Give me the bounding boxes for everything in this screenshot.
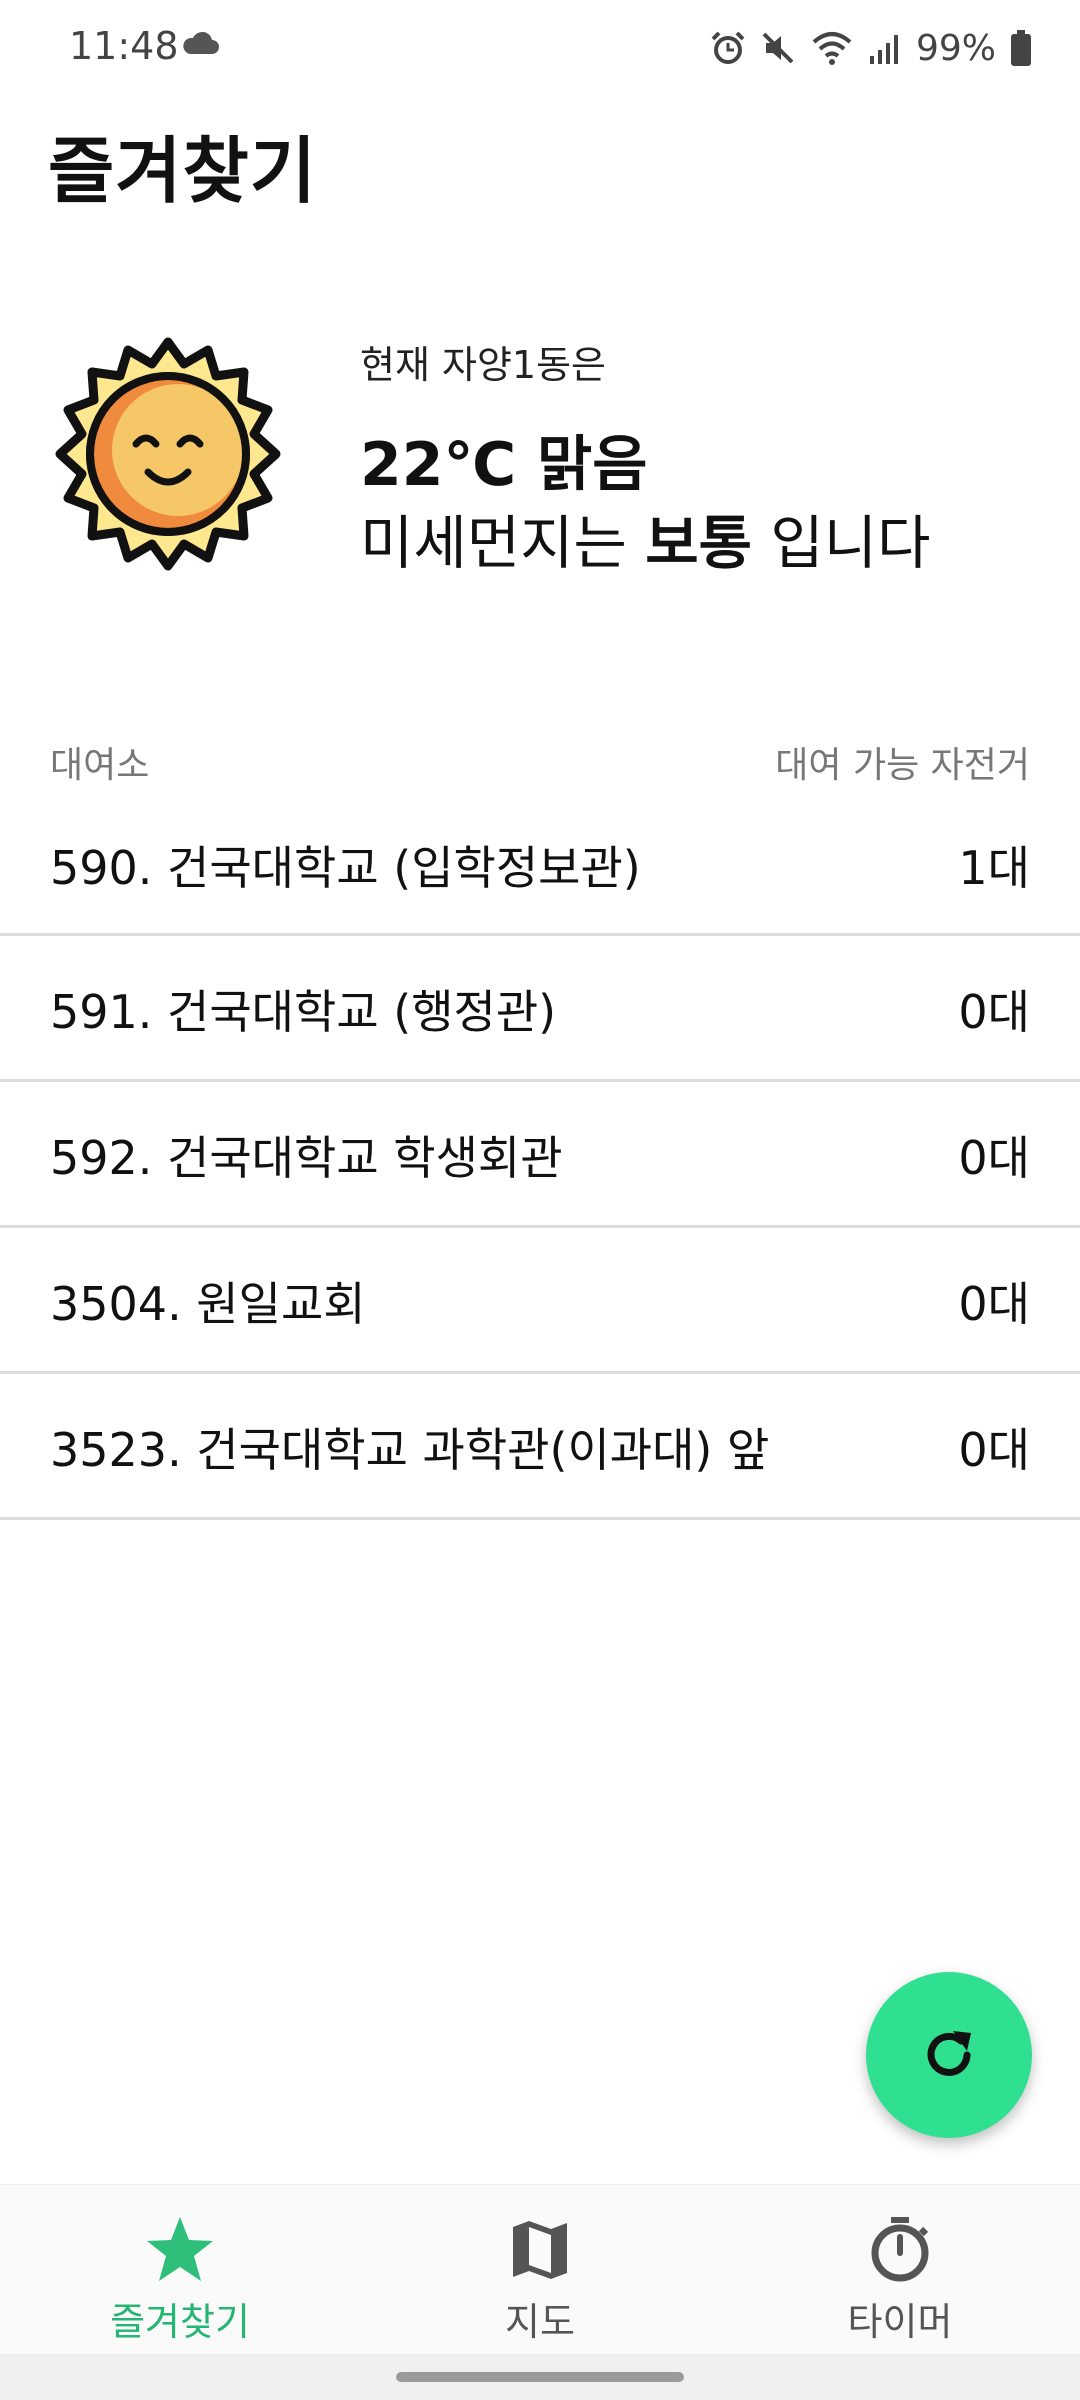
nav-item-favorites[interactable]: 즐겨찾기 — [0, 2185, 360, 2355]
status-time: 11:48 — [69, 24, 179, 68]
station-row[interactable]: 3523. 건국대학교 과학관(이과대) 앞 0대 — [0, 1374, 1080, 1520]
refresh-button[interactable] — [866, 1972, 1032, 2138]
alarm-icon — [711, 31, 745, 64]
bike-count: 0대 — [958, 985, 1030, 1039]
star-icon — [147, 2217, 213, 2281]
station-name: 591. 건국대학교 (행정관) — [50, 985, 557, 1039]
map-icon — [513, 2221, 567, 2279]
header-available-bikes: 대여 가능 자전거 — [775, 745, 1030, 786]
signal-icon — [869, 35, 898, 64]
status-icons: 99% — [710, 24, 1032, 72]
gesture-handle[interactable] — [396, 2372, 684, 2382]
header-station: 대여소 — [50, 745, 150, 786]
station-list: 590. 건국대학교 (입학정보관) 1대 591. 건국대학교 (행정관) 0… — [0, 792, 1080, 1520]
dust-level: 보통 — [645, 509, 752, 577]
bike-count: 0대 — [958, 1423, 1030, 1477]
battery-icon — [1011, 30, 1031, 66]
nav-label: 타이머 — [847, 2300, 953, 2344]
system-navigation-area — [0, 2354, 1080, 2400]
battery-percent: 99% — [915, 27, 996, 69]
cloud-icon — [183, 31, 219, 54]
wifi-icon — [812, 32, 852, 65]
bike-count: 1대 — [958, 841, 1030, 895]
station-row[interactable]: 3504. 원일교회 0대 — [0, 1228, 1080, 1374]
station-row[interactable]: 590. 건국대학교 (입학정보관) 1대 — [0, 792, 1080, 936]
list-header: 대여소 대여 가능 자전거 — [0, 736, 1080, 792]
sun-icon — [55, 337, 281, 571]
timer-icon — [871, 2217, 929, 2282]
bottom-navigation: 즐겨찾기 지도 타이머 — [0, 2184, 1080, 2355]
refresh-icon — [927, 2031, 971, 2076]
nav-label: 즐겨찾기 — [110, 2300, 250, 2344]
station-name: 3523. 건국대학교 과학관(이과대) 앞 — [50, 1423, 770, 1477]
station-row[interactable]: 592. 건국대학교 학생회관 0대 — [0, 1082, 1080, 1228]
weather-location: 현재 자양1동은 — [360, 343, 607, 387]
bike-count: 0대 — [958, 1131, 1030, 1185]
air-quality-text: 미세먼지는 보통 입니다 — [360, 496, 931, 580]
nav-label: 지도 — [505, 2300, 575, 2344]
station-row[interactable]: 591. 건국대학교 (행정관) 0대 — [0, 936, 1080, 1082]
mute-icon — [762, 32, 794, 64]
station-name: 590. 건국대학교 (입학정보관) — [50, 841, 641, 895]
weather-temperature: 22℃ 맑음 — [360, 430, 648, 500]
status-bar: 11:48 99% — [0, 0, 1080, 100]
nav-item-map[interactable]: 지도 — [360, 2185, 720, 2355]
dust-prefix: 미세먼지는 — [360, 509, 627, 577]
station-name: 3504. 원일교회 — [50, 1277, 366, 1331]
station-name: 592. 건국대학교 학생회관 — [50, 1131, 563, 1185]
dust-suffix: 입니다 — [770, 509, 931, 577]
page-title: 즐겨찾기 — [48, 129, 317, 213]
bike-count: 0대 — [958, 1277, 1030, 1331]
nav-item-timer[interactable]: 타이머 — [720, 2185, 1080, 2355]
